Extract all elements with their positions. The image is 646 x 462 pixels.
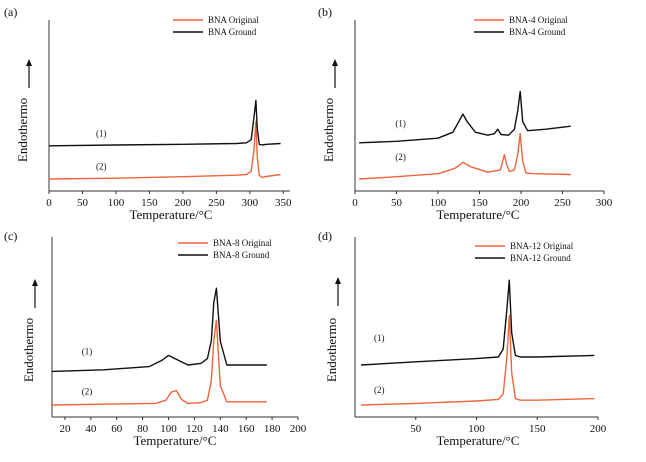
legend-label: BNA-8 Ground <box>213 250 270 260</box>
x-tick-label: 250 <box>554 197 571 209</box>
curve-label: (2) <box>395 152 406 162</box>
x-tick-label: 40 <box>85 423 97 435</box>
legend: BNA-4 Original BNA-4 Ground <box>474 15 568 37</box>
y-axis-title: Endothermo <box>321 98 336 162</box>
y-axis-arrow: ↑ <box>335 277 341 306</box>
x-tick-label: 160 <box>238 423 255 435</box>
x-tick-label: 350 <box>275 197 292 209</box>
x-tick-label: 150 <box>529 423 546 435</box>
legend-label: BNA-4 Original <box>509 15 568 25</box>
arrow-head <box>26 59 32 66</box>
legend-label: BNA-8 Original <box>213 238 272 248</box>
y-axis-title: Endothermo <box>324 318 339 382</box>
x-tick-label: 200 <box>513 197 530 209</box>
legend-label: BNA-12 Original <box>510 241 574 251</box>
y-axis-arrow: ↑ <box>32 279 38 308</box>
y-axis-title: Endothermo <box>21 318 36 382</box>
series-line-original <box>48 120 281 180</box>
legend: BNA-8 Original BNA-8 Ground <box>178 238 272 260</box>
series-line-original <box>361 314 595 406</box>
x-tick-label: 100 <box>430 197 447 209</box>
x-tick-label: 50 <box>391 197 403 209</box>
series-line-ground <box>359 90 571 144</box>
curve-label: (2) <box>96 162 107 172</box>
x-axis-title: Temperature/°C <box>437 207 520 222</box>
y-axis-title: Endothermo <box>15 98 30 162</box>
legend: BNA Original BNA Ground <box>173 15 259 37</box>
x-tick-label: 150 <box>471 197 488 209</box>
x-tick-label: 150 <box>141 197 158 209</box>
x-tick-label: 120 <box>186 423 203 435</box>
legend: BNA-12 Original BNA-12 Ground <box>475 241 574 263</box>
chart-panel-d: 50 100 150 200 (d) Temperature/°C Endothermo ↑ (… <box>318 229 607 448</box>
curve-label: (1) <box>82 347 93 357</box>
legend-label: BNA-12 Ground <box>510 253 571 263</box>
arrow-head <box>335 277 341 284</box>
x-tick-label: 200 <box>290 423 307 435</box>
x-axis-title: Temperature/°C <box>437 433 520 448</box>
x-axis-title: Temperature/°C <box>130 207 213 222</box>
legend-label: BNA Original <box>208 15 259 25</box>
curve-label: (1) <box>395 119 406 129</box>
legend-label: BNA-4 Ground <box>509 27 566 37</box>
curve-label: (2) <box>374 385 385 395</box>
x-tick-label: 100 <box>160 423 177 435</box>
series-line-original <box>359 132 571 180</box>
series-line-ground <box>48 99 281 147</box>
x-tick-label: 50 <box>410 423 422 435</box>
x-tick-label: 0 <box>46 197 52 209</box>
curve-label: (2) <box>82 387 93 397</box>
panel-label: (c) <box>4 229 17 243</box>
arrow-head <box>332 59 338 66</box>
x-tick-label: 0 <box>352 197 358 209</box>
x-axis-title: Temperature/°C <box>134 433 217 448</box>
series-line-original <box>51 319 267 406</box>
x-tick-label: 60 <box>111 423 123 435</box>
chart-panel-a: 0 50 100 150 200 250 300 350 (a) Temperature/°C En… <box>4 5 292 222</box>
x-tick-label: 300 <box>242 197 259 209</box>
x-tick-label: 50 <box>77 197 89 209</box>
x-tick-label: 180 <box>264 423 281 435</box>
arrow-head <box>32 279 38 286</box>
legend-label: BNA Ground <box>208 27 257 37</box>
curve-label: (1) <box>96 128 107 138</box>
series-line-ground <box>361 279 595 366</box>
y-axis-arrow: ↑ <box>332 59 338 88</box>
panel-label: (b) <box>318 5 332 19</box>
chart-panel-c: 20 40 60 80 100 120 140 160 180 200 (c) Temperature… <box>4 229 307 448</box>
y-axis-arrow: ↑ <box>26 59 32 88</box>
series-line-ground <box>51 287 267 373</box>
panel-label: (d) <box>318 229 332 243</box>
x-tick-label: 140 <box>212 423 229 435</box>
chart-panel-b: 0 50 100 150 200 250 300 (b) Temperature/°C Endot… <box>318 5 613 222</box>
panel-label: (a) <box>4 5 17 19</box>
x-tick-label: 200 <box>590 423 607 435</box>
x-tick-label: 100 <box>468 423 485 435</box>
x-tick-label: 300 <box>596 197 613 209</box>
x-tick-label: 250 <box>208 197 225 209</box>
x-tick-label: 100 <box>108 197 125 209</box>
curve-label: (1) <box>374 333 385 343</box>
x-tick-label: 80 <box>137 423 149 435</box>
x-tick-label: 20 <box>59 423 71 435</box>
x-tick-label: 200 <box>175 197 192 209</box>
